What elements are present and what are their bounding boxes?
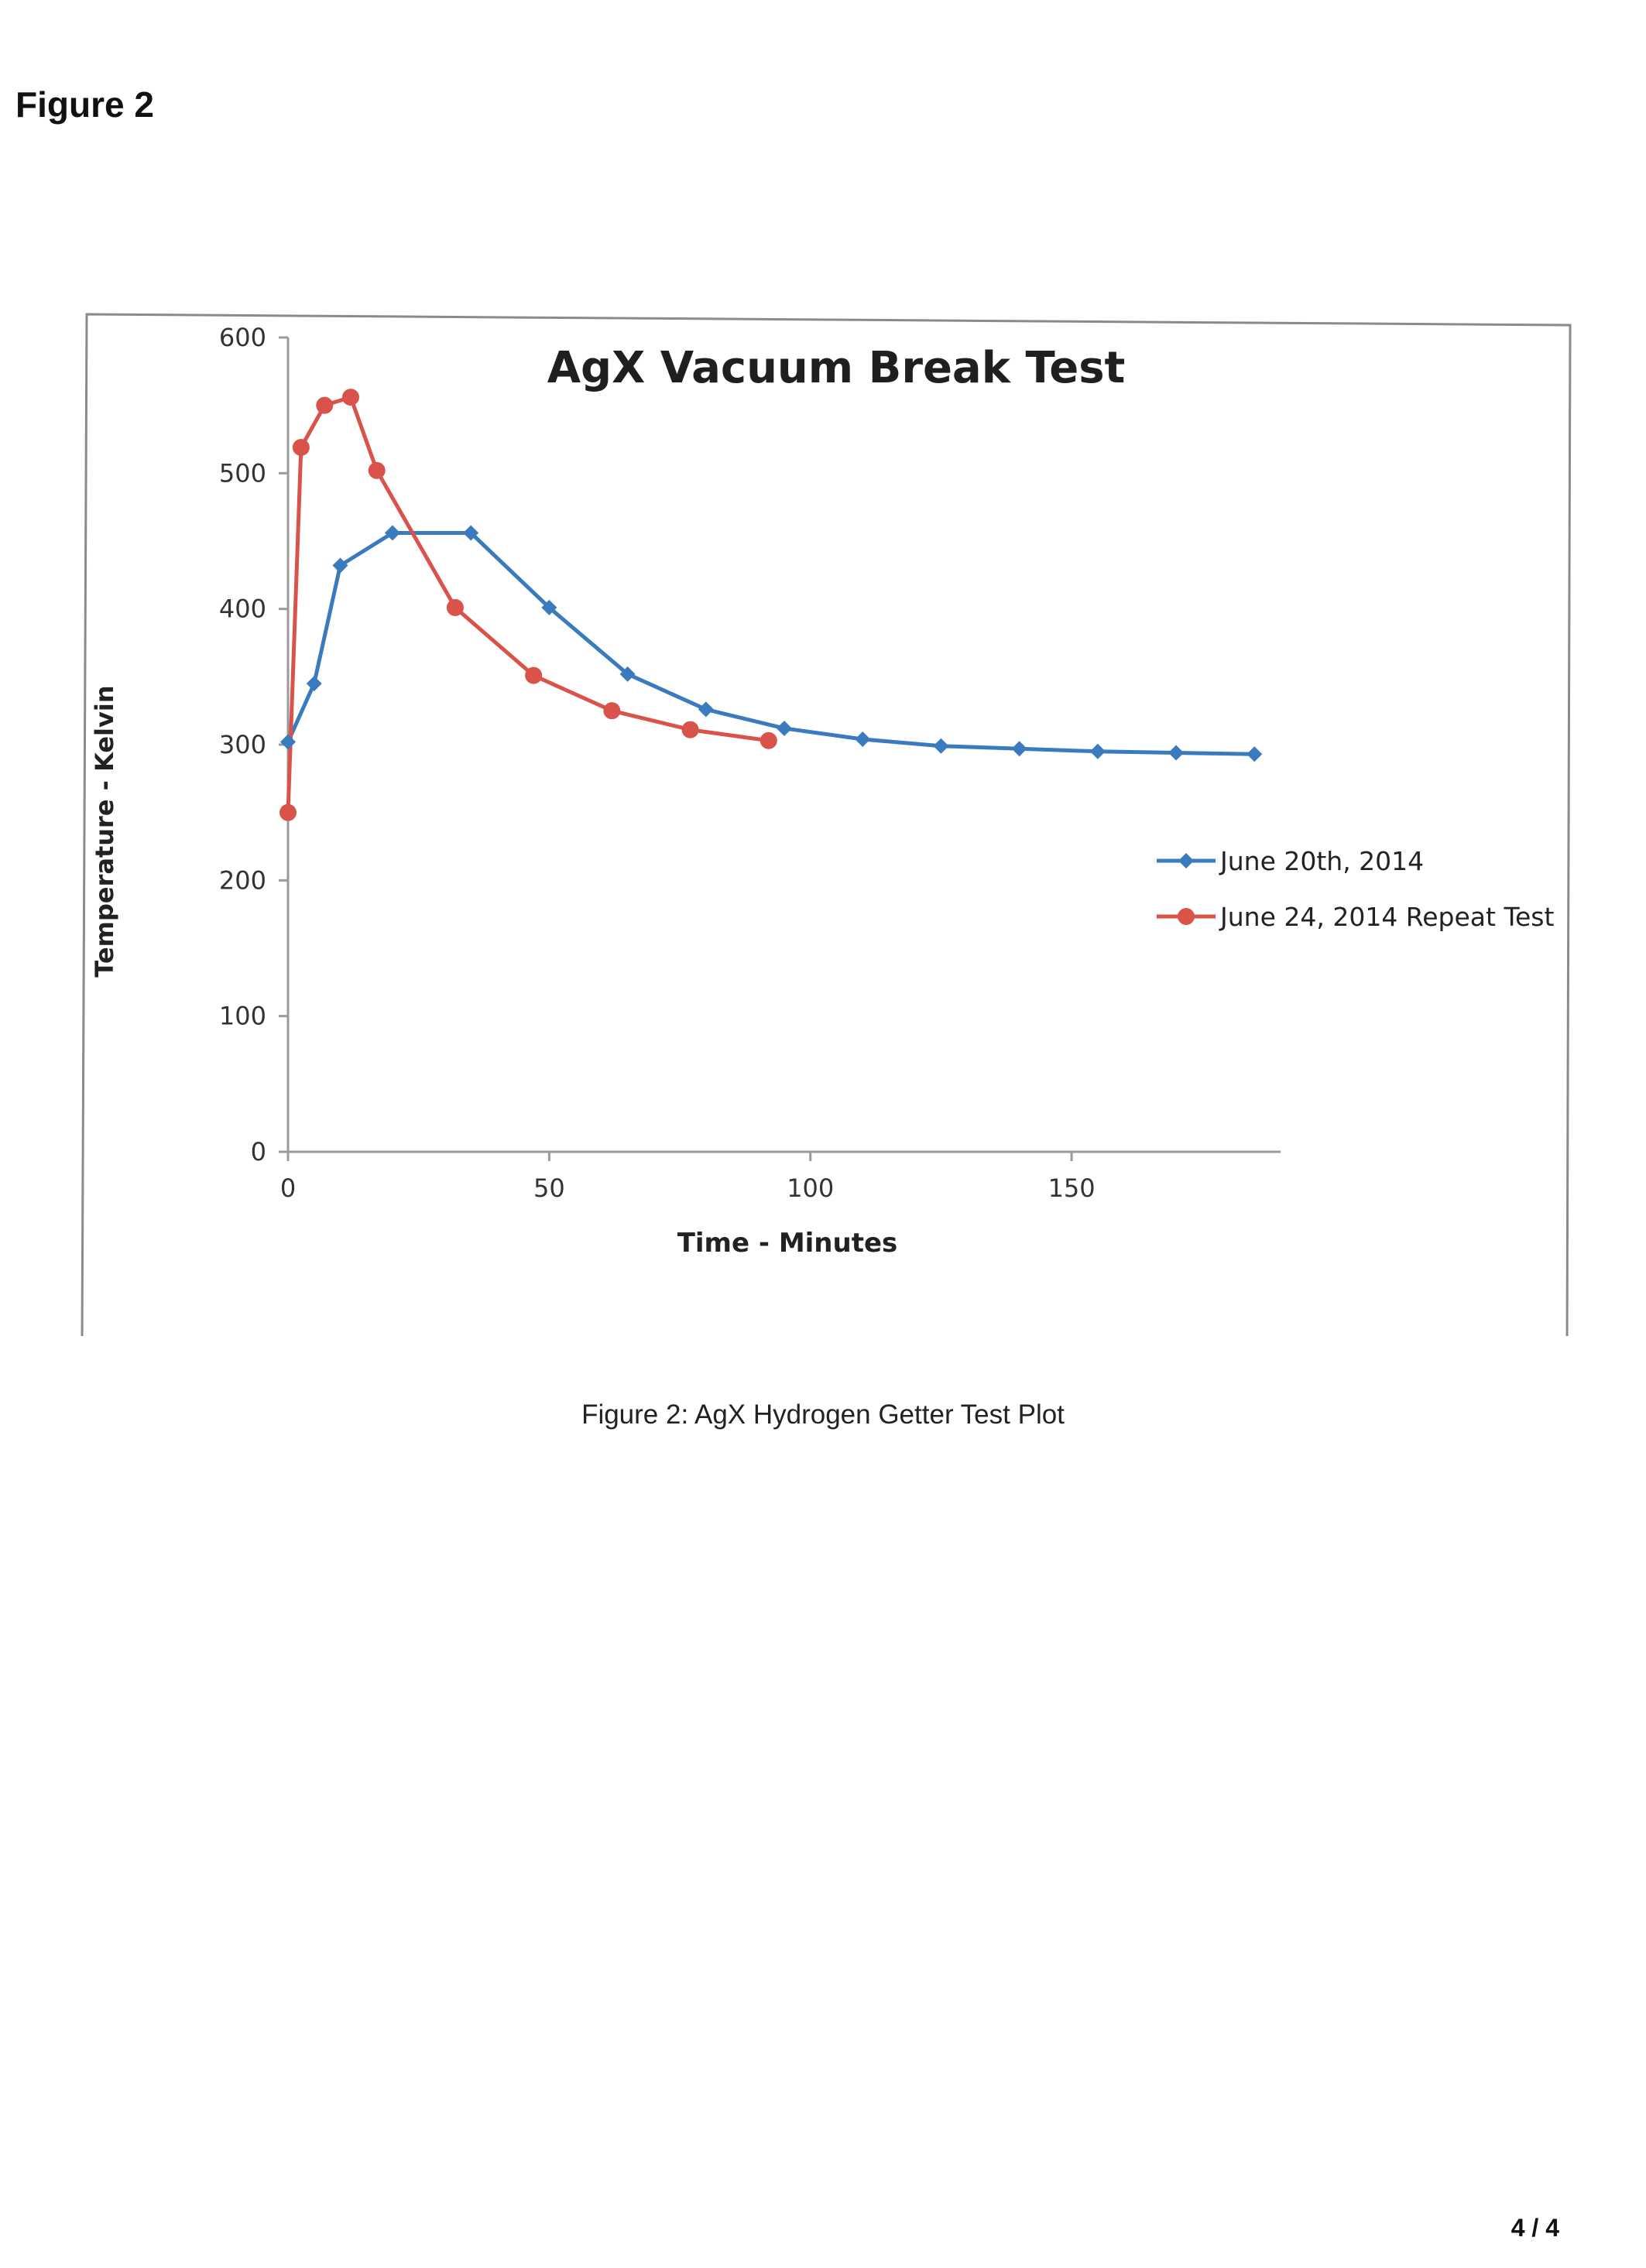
data-point-series-2	[525, 666, 543, 684]
data-point-series-2	[681, 721, 699, 738]
series-line-2	[286, 395, 770, 813]
chart-svg: 0 100 200 300 400 500 600 0 50 100 150 June 20th, …	[81, 313, 1572, 1353]
x-tick-label: 100	[787, 1173, 834, 1203]
series-markers	[279, 389, 1263, 821]
data-point-series-2	[368, 461, 386, 479]
data-point-series-1	[698, 701, 714, 718]
data-point-series-1	[463, 525, 479, 541]
legend-marker-2	[1178, 908, 1195, 925]
data-point-series-2	[446, 598, 464, 616]
data-point-series-2	[603, 702, 621, 720]
y-tick-label: 100	[219, 1002, 266, 1031]
chart-title: AgX Vacuum Break Test	[547, 343, 1126, 393]
legend-marker-1	[1178, 853, 1194, 868]
figure-caption: Figure 2: AgX Hydrogen Getter Test Plot	[581, 1400, 1065, 1430]
data-point-series-1	[855, 731, 871, 747]
legend: June 20th, 2014 June 24, 2014 Repeat Test	[1157, 846, 1554, 932]
data-point-series-1	[933, 738, 949, 754]
data-point-series-1	[1168, 745, 1185, 761]
y-tick-label: 500	[219, 458, 266, 488]
figure-heading: Figure 2	[15, 84, 154, 125]
data-point-series-1	[332, 557, 348, 574]
data-point-series-1	[1247, 746, 1263, 762]
y-tick-label: 200	[219, 865, 266, 895]
axes: 0 100 200 300 400 500 600 0 50 100 150	[219, 323, 1281, 1203]
data-point-series-1	[619, 666, 636, 682]
legend-label-1: June 20th, 2014	[1219, 846, 1424, 876]
x-axis-label: Time - Minutes	[677, 1228, 898, 1259]
data-point-series-2	[292, 439, 310, 457]
data-point-series-2	[341, 389, 359, 406]
page-number: 4 / 4	[1511, 2214, 1559, 2242]
data-point-series-2	[760, 731, 777, 749]
data-point-series-2	[279, 803, 297, 821]
x-tick-label: 50	[533, 1173, 565, 1203]
data-point-series-1	[1011, 741, 1027, 757]
y-tick-label: 0	[251, 1137, 266, 1167]
y-axis-label: Temperature - Kelvin	[90, 685, 119, 977]
chart-container: 0 100 200 300 400 500 600 0 50 100 150 June 20th, …	[81, 313, 1576, 1353]
series-lines	[286, 395, 1255, 813]
data-point-series-1	[280, 734, 296, 750]
y-tick-label: 600	[219, 323, 266, 352]
data-point-series-1	[1089, 743, 1106, 759]
x-tick-label: 0	[280, 1173, 296, 1203]
data-point-series-1	[777, 720, 792, 736]
data-point-series-1	[306, 676, 322, 692]
x-tick-label: 150	[1048, 1173, 1096, 1203]
y-tick-label: 400	[219, 594, 266, 624]
y-tick-label: 300	[219, 730, 266, 759]
legend-label-2: June 24, 2014 Repeat Test	[1219, 902, 1554, 932]
data-point-series-1	[384, 525, 400, 541]
data-point-series-2	[316, 396, 334, 414]
data-point-series-1	[541, 599, 557, 615]
